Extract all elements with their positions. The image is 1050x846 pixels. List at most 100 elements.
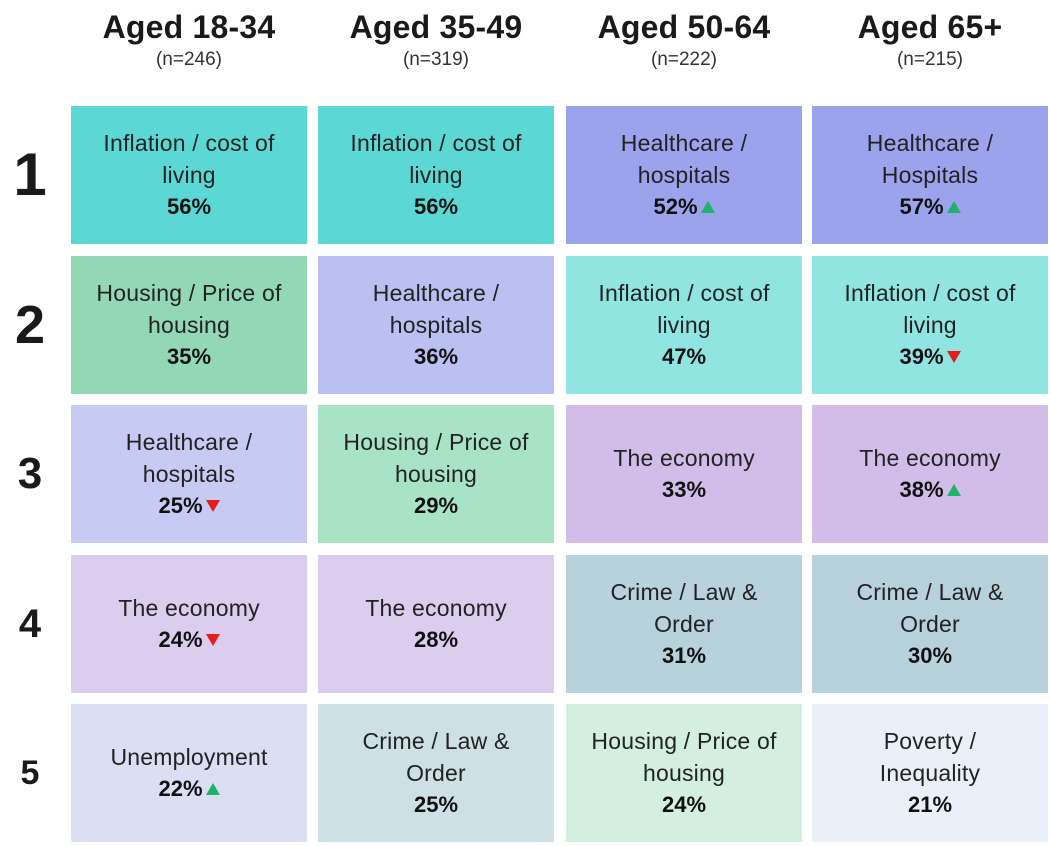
issue-value-row: 24% [662,789,706,821]
issue-value-row: 56% [414,191,458,223]
issue-label: Poverty / Inequality [879,728,981,786]
column-title: Aged 18-34 [102,9,276,45]
column-sample-size: (n=222) [650,49,718,70]
issue-value-row: 39% [899,341,961,373]
issue-value-row: 21% [908,789,952,821]
issue-percentage: 30% [907,643,953,668]
issue-cell: Housing / Price of housing 24% [566,704,802,842]
issue-cell: Inflation / cost of living 56% [318,106,554,244]
issue-percentage: 31% [661,643,707,668]
issue-label: Inflation / cost of living [598,280,770,338]
issue-cell: The economy 33% [566,405,802,543]
issue-value-row: 25% [414,789,458,821]
issue-cell: Housing / Price of housing 35% [71,256,307,394]
issue-cell: Healthcare / hospitals 25% [71,405,307,543]
issue-cell: The economy 24% [71,555,307,693]
issue-value-row: 57% [899,191,961,223]
issue-percentage: 38% [899,477,944,502]
issue-percentage: 56% [413,194,459,219]
column-title: Aged 35-49 [349,9,523,45]
issue-label: Crime / Law & Order [610,579,758,637]
issue-percentage: 21% [907,792,953,817]
column-sample-size: (n=319) [402,49,470,70]
rank-number: 2 [14,295,46,355]
issue-label: Healthcare / hospitals [125,429,253,487]
trend-up-icon [205,783,220,795]
issue-cell: Healthcare / Hospitals 57% [812,106,1048,244]
issue-label: Healthcare / hospitals [372,280,500,338]
issue-percentage: 25% [413,792,459,817]
issue-percentage: 22% [158,776,203,801]
issue-value-row: 22% [158,773,220,805]
issue-label: The economy [613,445,755,471]
rank-number: 5 [20,754,40,792]
issue-label: Inflation / cost of living [103,130,275,188]
trend-up-icon [946,201,961,213]
issue-label: Housing / Price of housing [96,280,282,338]
issue-value-row: 56% [167,191,211,223]
column-header: Aged 50-64 (n=222) [566,8,802,72]
issue-percentage: 25% [158,493,203,518]
issue-value-row: 25% [158,490,220,522]
issue-cell: Unemployment 22% [71,704,307,842]
issue-percentage: 33% [661,477,707,502]
issue-percentage: 36% [413,344,459,369]
issue-cell: Housing / Price of housing 29% [318,405,554,543]
issue-cell: Healthcare / hospitals 36% [318,256,554,394]
issue-cell: Inflation / cost of living 39% [812,256,1048,394]
issue-percentage: 52% [653,194,698,219]
issue-label: Healthcare / Hospitals [866,130,994,188]
issue-value-row: 24% [158,624,220,656]
issue-label: Housing / Price of housing [343,429,529,487]
issue-percentage: 57% [899,194,944,219]
trend-up-icon [946,484,961,496]
issue-percentage: 47% [661,344,707,369]
issue-value-row: 52% [653,191,715,223]
trend-down-icon [205,500,220,512]
column-sample-size: (n=215) [896,49,964,70]
issue-cell: Crime / Law & Order 30% [812,555,1048,693]
issue-value-row: 35% [167,341,211,373]
issue-label: Inflation / cost of living [844,280,1016,338]
issue-cell: The economy 28% [318,555,554,693]
issue-label: Crime / Law & Order [362,728,510,786]
issue-label: Unemployment [110,744,268,770]
issue-percentage: 39% [899,344,944,369]
issue-label: The economy [365,595,507,621]
issue-percentage: 28% [413,627,459,652]
issue-cell: Crime / Law & Order 31% [566,555,802,693]
column-header: Aged 35-49 (n=319) [318,8,554,72]
issue-cell: The economy 38% [812,405,1048,543]
column-title: Aged 50-64 [597,9,771,45]
issue-value-row: 47% [662,341,706,373]
trend-down-icon [205,634,220,646]
issue-value-row: 28% [414,624,458,656]
issue-value-row: 31% [662,640,706,672]
issue-percentage: 24% [158,627,203,652]
column-title: Aged 65+ [857,9,1003,45]
issue-label: The economy [118,595,260,621]
trend-down-icon [946,351,961,363]
issue-percentage: 56% [166,194,212,219]
issue-value-row: 36% [414,341,458,373]
issue-percentage: 35% [166,344,212,369]
rank-number: 1 [13,141,47,208]
issue-value-row: 33% [662,474,706,506]
rank-number: 4 [18,602,42,646]
issue-label: Inflation / cost of living [350,130,522,188]
issue-label: Crime / Law & Order [856,579,1004,637]
column-sample-size: (n=246) [155,49,223,70]
issue-label: Healthcare / hospitals [620,130,748,188]
issue-cell: Healthcare / hospitals 52% [566,106,802,244]
issue-cell: Poverty / Inequality 21% [812,704,1048,842]
column-header: Aged 18-34 (n=246) [71,8,307,72]
issue-label: Housing / Price of housing [591,728,777,786]
issue-cell: Inflation / cost of living 47% [566,256,802,394]
trend-up-icon [700,201,715,213]
issue-value-row: 30% [908,640,952,672]
issue-percentage: 29% [413,493,459,518]
issue-value-row: 29% [414,490,458,522]
issue-value-row: 38% [899,474,961,506]
issue-label: The economy [859,445,1001,471]
